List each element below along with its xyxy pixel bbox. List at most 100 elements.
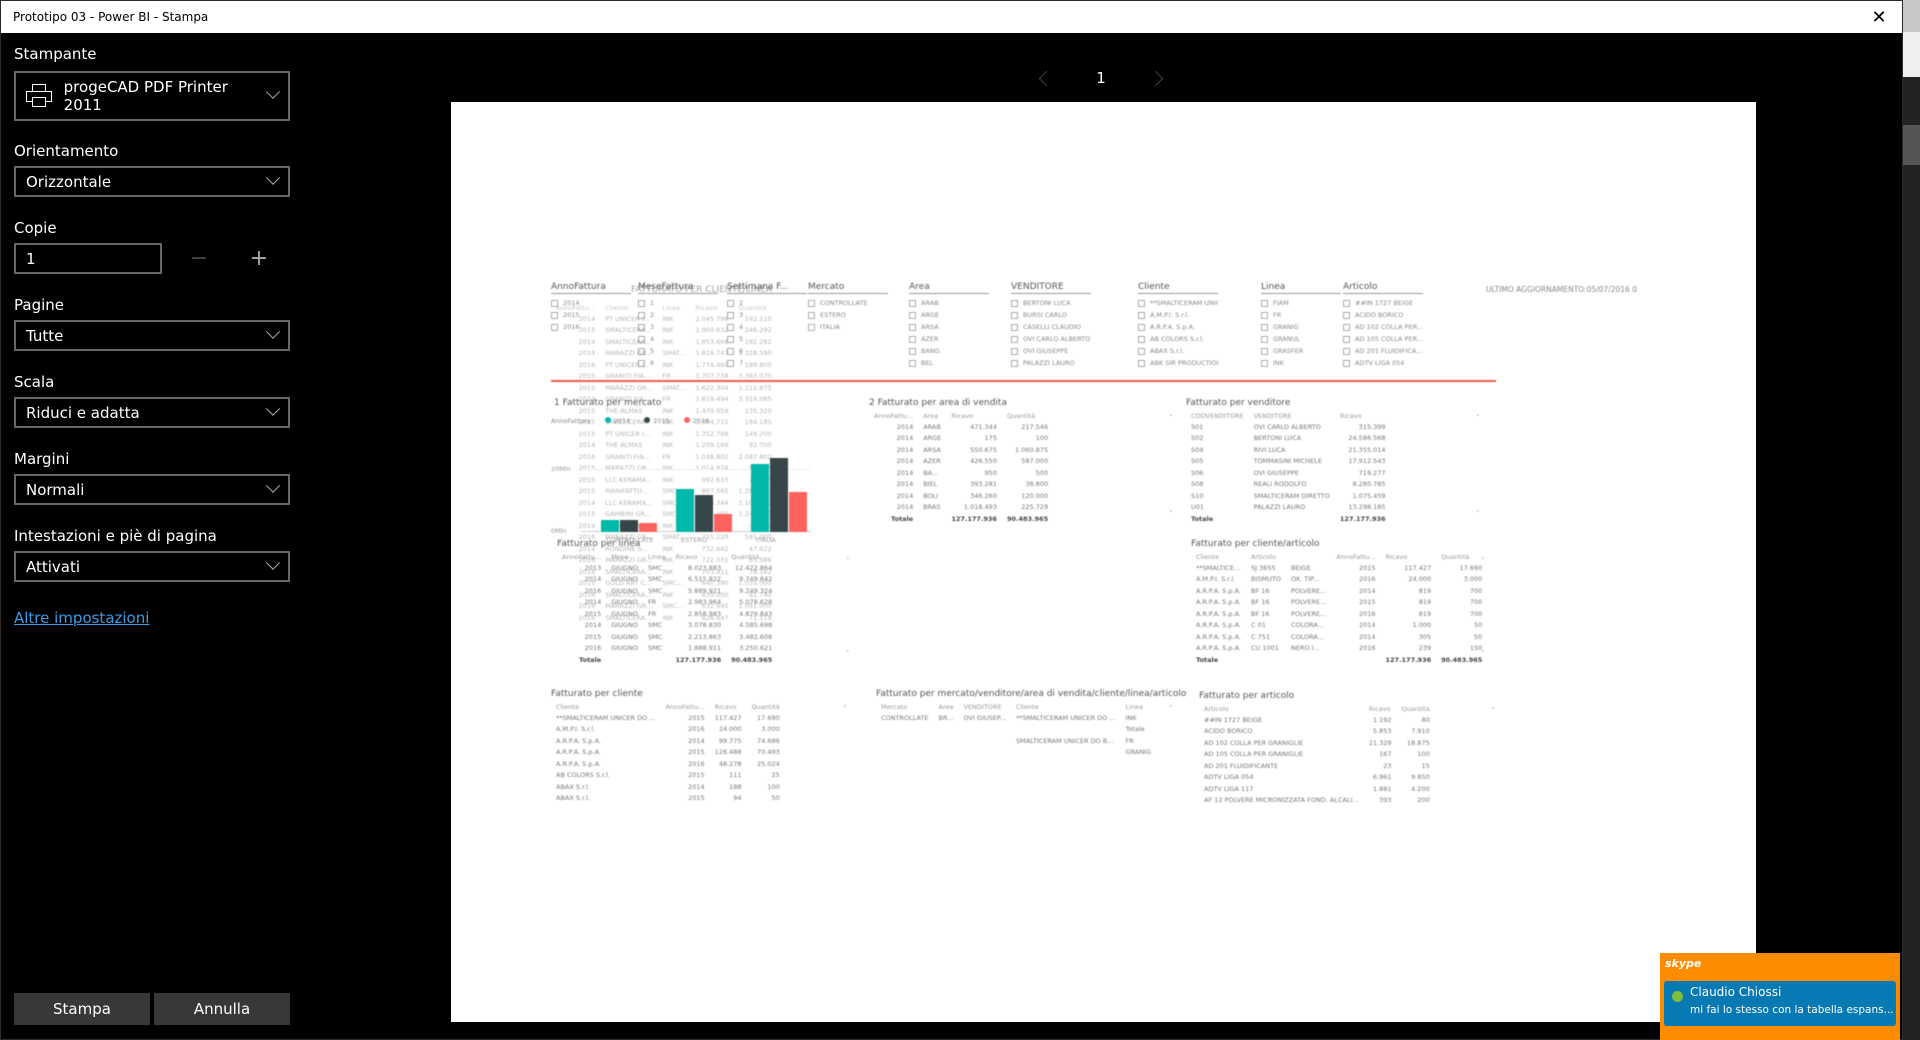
- pages-select[interactable]: Tutte: [14, 320, 290, 351]
- slicer-item-label: ABK SIR PRODUCTION S.p.A.: [1150, 359, 1218, 367]
- table-cell: 722.031: [701, 556, 729, 565]
- table-row: 2014 GIUGNO SMC 6.515.822 9.749.642: [557, 574, 777, 586]
- table-cell: INK: [662, 544, 674, 553]
- table-cell: PT UNICER I...: [605, 360, 651, 369]
- scroll-down-icon[interactable]: ˅: [1476, 510, 1480, 518]
- table-cell: 2014: [1358, 632, 1376, 641]
- scroll-up-icon[interactable]: ˄: [1476, 414, 1480, 422]
- table-cell: 175: [984, 434, 997, 443]
- table-cell: INK: [662, 613, 674, 622]
- headers-footers-select[interactable]: Attivati: [14, 551, 290, 582]
- scroll-up-icon[interactable]: ˄: [1481, 557, 1485, 565]
- table-cell: GRANITI FIA...: [605, 452, 650, 461]
- scroll-up-icon[interactable]: ˄: [843, 705, 847, 713]
- total-cell: Totale: [1191, 514, 1214, 523]
- table-cell: 1.055.000: [738, 579, 772, 588]
- slicer-item: 2: [638, 309, 718, 321]
- printer-select[interactable]: progeCAD PDF Printer 2011: [14, 71, 290, 121]
- scale-label: Scala: [14, 373, 55, 391]
- window-title: Prototipo 03 - Power BI - Stampa: [13, 10, 209, 24]
- copies-input[interactable]: 1: [14, 243, 162, 274]
- visual-title: 1 Fatturato per mercato: [554, 398, 662, 408]
- column-header: Ricavo: [1385, 552, 1408, 561]
- slicer-item-label: **SMALTICERAM UNICER DO B...: [1150, 299, 1218, 307]
- visual-title: Fatturato per cliente/articolo: [1191, 539, 1320, 549]
- table-cell: 70.493: [757, 748, 780, 757]
- slicer-item-label: ARSA: [921, 323, 939, 331]
- message-preview: mi fai lo stesso con la tabella espans..…: [1690, 1004, 1894, 1016]
- table-cell: 2015: [578, 579, 596, 588]
- table-cell: 149.200: [744, 429, 772, 438]
- scroll-up-icon[interactable]: ˄: [1491, 707, 1495, 715]
- previous-page-icon[interactable]: [1038, 70, 1055, 86]
- table-cell: 2014: [688, 736, 705, 745]
- skype-message-card[interactable]: Claudio Chiossi mi fai lo stesso con la …: [1664, 981, 1896, 1026]
- slicer-item-label: INK: [1273, 359, 1285, 367]
- slicer-item: 3: [638, 321, 718, 333]
- checkbox-icon: [1011, 335, 1018, 343]
- scroll-down-icon[interactable]: ˅: [1481, 650, 1485, 658]
- next-page-icon[interactable]: [1147, 70, 1164, 86]
- table-cell: 50: [1473, 632, 1483, 641]
- table-cell: 25: [771, 771, 780, 780]
- table-cell: AB COLORS S.r.l.: [556, 771, 611, 780]
- table-cell: 100: [1035, 434, 1049, 443]
- table-cell: BOLI: [923, 491, 939, 500]
- table-cell: 2014: [584, 598, 602, 607]
- table-cell: THE ALMAS: [605, 406, 643, 415]
- increment-copies-button[interactable]: +: [249, 246, 269, 271]
- table-row: 2014 GIUGNO SMC 3.078.830 4.585.698: [557, 620, 777, 632]
- table-cell: MANIFATTU...: [605, 487, 648, 496]
- table-cell: ADTV LIGA 054: [1204, 773, 1254, 782]
- slicer-item: OVI GIUSEPPE: [1011, 345, 1091, 357]
- table-cell: [1011, 724, 1120, 736]
- decrement-copies-button[interactable]: −: [189, 246, 209, 271]
- table-cell: 111: [729, 771, 742, 780]
- table-cell: A.R.P.A. S.p.A.: [1196, 598, 1241, 607]
- slicer-item: 5: [638, 345, 718, 357]
- table-cell: SMC...: [662, 510, 683, 519]
- scroll-up-icon[interactable]: ˄: [1169, 705, 1173, 713]
- column-header: Cliente: [556, 702, 579, 711]
- scroll-up-icon[interactable]: ˄: [1169, 414, 1173, 422]
- visual-title: Fatturato per mercato/venditore/area di …: [876, 689, 1187, 699]
- table-cell: 2016: [584, 586, 602, 595]
- table-cell: 719.277: [1358, 468, 1386, 477]
- column-header: Quantità: [738, 303, 767, 312]
- legend-item: 2015: [644, 417, 670, 425]
- scale-select[interactable]: Riduci e adatta: [14, 397, 290, 428]
- close-icon[interactable]: ✕: [1871, 6, 1887, 28]
- cancel-button[interactable]: Annulla: [154, 993, 290, 1025]
- column-header: Cliente: [605, 303, 629, 312]
- print-settings-panel: Stampante progeCAD PDF Printer 2011 Orie…: [1, 33, 301, 1039]
- print-button[interactable]: Stampa: [14, 993, 150, 1025]
- scroll-down-icon[interactable]: ˅: [846, 650, 850, 658]
- table-cell: S01: [1191, 422, 1204, 431]
- background-titlebar: [1903, 0, 1920, 32]
- table-row: 2015 SMALTICERA... INK 1.404.715 184.185: [551, 417, 777, 429]
- table-cell: 2015: [578, 418, 596, 427]
- column-header: Cliente: [1015, 702, 1039, 711]
- orientation-select[interactable]: Orizzontale: [14, 166, 290, 197]
- table-cell: S04: [1191, 445, 1204, 454]
- visual-title: Fatturato per articolo: [1199, 691, 1295, 701]
- slicer-item: A.M.P.I. S.r.l.: [1138, 309, 1218, 321]
- slicer-item-label: FR: [1273, 311, 1282, 319]
- more-settings-link[interactable]: Altre impostazioni: [14, 609, 150, 627]
- checkbox-icon: [551, 311, 558, 319]
- scroll-down-icon[interactable]: ˅: [1169, 510, 1173, 518]
- table-cell: INK: [662, 464, 674, 473]
- scroll-up-icon[interactable]: ˄: [846, 557, 850, 565]
- margins-select[interactable]: Normali: [14, 474, 290, 505]
- table-row: S04 RIVI LUCA 21.355.014: [1186, 444, 1391, 456]
- table-cell: CU 1001: [1250, 644, 1279, 653]
- slicer-item-label: ADTV LIGA 054: [1355, 359, 1405, 367]
- slicer-item: AD 201 FLUIDIFICA...: [1343, 345, 1423, 357]
- table-cell: 9.249.324: [739, 586, 773, 595]
- column-header: Quantità: [751, 702, 780, 711]
- slicer-item-label: 3: [739, 311, 744, 319]
- table-cell: 500: [1035, 468, 1049, 477]
- checkbox-icon: [808, 311, 815, 319]
- table-cell: PT UNICER I...: [605, 429, 651, 438]
- slicer-item-label: A.M.P.I. S.r.l.: [1150, 311, 1190, 319]
